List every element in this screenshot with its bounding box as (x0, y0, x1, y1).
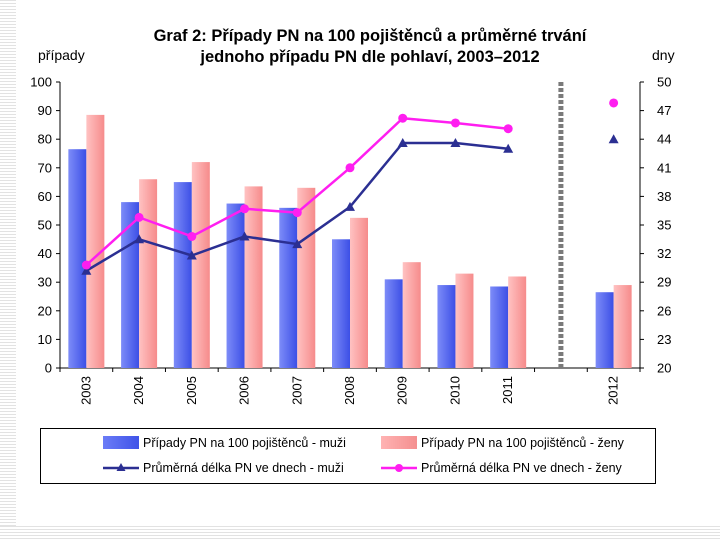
y-left-tick-label: 0 (45, 361, 52, 376)
point-men (503, 143, 514, 153)
bar-women (455, 273, 474, 368)
point-women (81, 260, 91, 270)
y-right-tick-label: 47 (657, 103, 671, 118)
x-tick-label: 2010 (447, 376, 462, 405)
legend-label-line-women: Průměrná délka PN ve dnech - ženy (421, 461, 622, 475)
point-women (450, 118, 460, 128)
bar-men (279, 207, 298, 368)
y-left-tick-label: 50 (38, 218, 52, 233)
bar-men (332, 239, 350, 368)
bar-women (244, 186, 263, 368)
x-tick-label: 2006 (237, 376, 252, 405)
y-right-tick-label: 41 (657, 160, 671, 175)
x-tick-label: 2003 (78, 376, 93, 405)
left-axis-unit-label: případy (38, 47, 85, 63)
legend-label-bar-women: Případy PN na 100 pojištěnců - ženy (421, 436, 624, 450)
bar-men (384, 279, 403, 368)
bar-men (437, 285, 456, 368)
y-right-tick-label: 29 (657, 275, 671, 290)
bar-women (402, 262, 421, 368)
chart-legend: Případy PN na 100 pojištěnců - muži Příp… (40, 428, 656, 484)
point-men (239, 231, 250, 241)
x-tick-label: 2011 (500, 376, 515, 404)
decorative-stripe-left (0, 0, 16, 540)
y-right-tick-label: 23 (657, 332, 671, 347)
point-men (81, 265, 92, 275)
bar-men (595, 292, 614, 368)
x-tick-label: 2012 (606, 376, 621, 405)
bar-women (297, 187, 316, 368)
point-women (240, 204, 250, 214)
legend-swatch-line-women (381, 464, 417, 472)
point-women (609, 98, 619, 108)
bar-men (490, 286, 509, 368)
bar-women (350, 217, 368, 368)
y-left-tick-label: 10 (38, 332, 52, 347)
legend-swatch-bar-women (381, 436, 417, 449)
y-left-tick-label: 60 (38, 189, 52, 204)
point-men (186, 250, 197, 260)
y-right-tick-label: 38 (657, 189, 671, 204)
bar-men (173, 182, 192, 368)
bar-men (226, 203, 245, 368)
y-left-tick-label: 80 (38, 132, 52, 147)
y-right-tick-label: 26 (657, 303, 671, 318)
x-tick-label: 2007 (289, 376, 304, 405)
bar-women (191, 162, 210, 368)
point-men (397, 138, 408, 148)
point-women (134, 212, 144, 222)
x-tick-label: 2009 (395, 376, 410, 405)
bar-women (613, 285, 632, 368)
bar-women (508, 276, 527, 368)
y-left-tick-label: 100 (30, 75, 52, 90)
x-tick-label: 2008 (342, 376, 357, 405)
y-left-tick-label: 20 (38, 303, 52, 318)
point-men (345, 201, 355, 211)
y-right-tick-label: 35 (657, 218, 671, 233)
x-tick-label: 2004 (131, 376, 146, 405)
y-left-tick-label: 70 (38, 160, 52, 175)
x-tick-label: 2005 (184, 376, 199, 405)
right-axis-unit-label: dny (652, 47, 675, 63)
bar-women (139, 179, 158, 368)
legend-swatch-line-men (103, 463, 139, 471)
legend-swatch-bar-men (103, 436, 139, 449)
bar-women (86, 114, 105, 368)
point-women (187, 231, 197, 241)
decorative-stripe-bottom (0, 526, 720, 540)
point-women (503, 124, 513, 134)
point-women (292, 208, 302, 218)
point-women (345, 163, 355, 173)
point-men (450, 138, 461, 148)
y-left-tick-label: 90 (38, 103, 52, 118)
y-left-tick-label: 30 (38, 275, 52, 290)
y-left-tick-label: 40 (38, 246, 52, 261)
chart-title-line-2: jednoho případu PN dle pohlaví, 2003–201… (200, 48, 540, 66)
point-women (398, 113, 408, 123)
chart-title-line-1: Graf 2: Případy PN na 100 pojištěnců a p… (153, 27, 587, 45)
chart-title: Graf 2: Případy PN na 100 pojištěnců a p… (110, 26, 630, 68)
legend-label-line-men: Průměrná délka PN ve dnech - muži (143, 461, 344, 475)
point-men (608, 134, 619, 144)
y-right-tick-label: 44 (657, 132, 671, 147)
point-men (292, 239, 303, 249)
bar-men (121, 202, 140, 368)
bar-men (68, 149, 87, 368)
point-men (134, 234, 145, 244)
y-right-tick-label: 32 (657, 246, 671, 261)
y-right-tick-label: 20 (657, 361, 671, 376)
y-right-tick-label: 50 (657, 75, 671, 90)
legend-label-bar-men: Případy PN na 100 pojištěnců - muži (143, 436, 346, 450)
